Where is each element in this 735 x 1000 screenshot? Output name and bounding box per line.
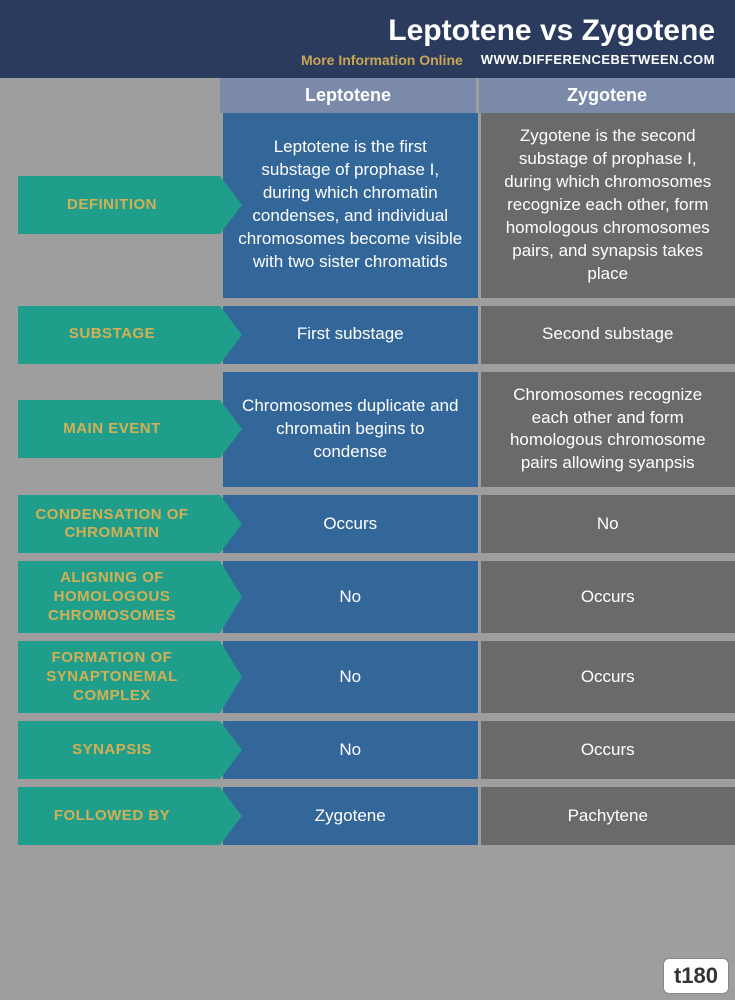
page-title: Leptotene vs Zygotene — [20, 14, 715, 48]
subhead: More Information Online WWW.DIFFERENCEBE… — [20, 52, 715, 68]
cell-zygotene: Second substage — [481, 306, 735, 364]
row-label: SUBSTAGE — [18, 306, 220, 364]
cell-zygotene: Occurs — [481, 561, 735, 633]
row-label: MAIN EVENT — [18, 400, 220, 458]
cell-zygotene: Chromosomes recognize each other and for… — [481, 372, 735, 488]
cell-leptotene: No — [223, 721, 478, 779]
table-row: MAIN EVENTChromosomes duplicate and chro… — [0, 372, 735, 488]
table-row: SYNAPSISNoOccurs — [0, 721, 735, 779]
cell-leptotene: Zygotene — [223, 787, 478, 845]
cell-zygotene: Pachytene — [481, 787, 735, 845]
row-label-wrap: SYNAPSIS — [0, 721, 220, 779]
table-row: FOLLOWED BYZygotenePachytene — [0, 787, 735, 845]
column-headers: Leptotene Zygotene — [220, 78, 735, 113]
table-row: SUBSTAGEFirst substageSecond substage — [0, 306, 735, 364]
cell-leptotene: Leptotene is the first substage of proph… — [223, 113, 478, 298]
cell-leptotene: No — [223, 561, 478, 633]
row-label-wrap: SUBSTAGE — [0, 306, 220, 364]
column-header-zygotene: Zygotene — [479, 78, 735, 113]
row-label-wrap: FORMATION OF SYNAPTONEMAL COMPLEX — [0, 641, 220, 713]
row-label-wrap: FOLLOWED BY — [0, 787, 220, 845]
table-row: FORMATION OF SYNAPTONEMAL COMPLEXNoOccur… — [0, 641, 735, 713]
row-label-wrap: CONDENSATION OF CHROMATIN — [0, 495, 220, 553]
row-label-wrap: MAIN EVENT — [0, 372, 220, 488]
cell-zygotene: Zygotene is the second substage of proph… — [481, 113, 735, 298]
table-row: ALIGNING OF HOMOLOGOUS CHROMOSOMESNoOccu… — [0, 561, 735, 633]
column-header-leptotene: Leptotene — [220, 78, 479, 113]
row-label: FORMATION OF SYNAPTONEMAL COMPLEX — [18, 641, 220, 713]
row-label: SYNAPSIS — [18, 721, 220, 779]
cell-leptotene: Chromosomes duplicate and chromatin begi… — [223, 372, 478, 488]
site-url[interactable]: WWW.DIFFERENCEBETWEEN.COM — [481, 52, 715, 68]
row-label-wrap: ALIGNING OF HOMOLOGOUS CHROMOSOMES — [0, 561, 220, 633]
watermark: t180 — [663, 958, 729, 994]
row-label-wrap: DEFINITION — [0, 113, 220, 298]
table-row: CONDENSATION OF CHROMATINOccursNo — [0, 495, 735, 553]
cell-zygotene: Occurs — [481, 721, 735, 779]
row-label: FOLLOWED BY — [18, 787, 220, 845]
cell-leptotene: No — [223, 641, 478, 713]
header: Leptotene vs Zygotene More Information O… — [0, 0, 735, 78]
cell-zygotene: Occurs — [481, 641, 735, 713]
cell-zygotene: No — [481, 495, 735, 553]
comparison-table: DEFINITIONLeptotene is the first substag… — [0, 113, 735, 845]
cell-leptotene: First substage — [223, 306, 478, 364]
row-label: ALIGNING OF HOMOLOGOUS CHROMOSOMES — [18, 561, 220, 633]
table-row: DEFINITIONLeptotene is the first substag… — [0, 113, 735, 298]
more-info-label: More Information Online — [301, 52, 463, 68]
cell-leptotene: Occurs — [223, 495, 478, 553]
row-label: DEFINITION — [18, 176, 220, 234]
row-label: CONDENSATION OF CHROMATIN — [18, 495, 220, 553]
